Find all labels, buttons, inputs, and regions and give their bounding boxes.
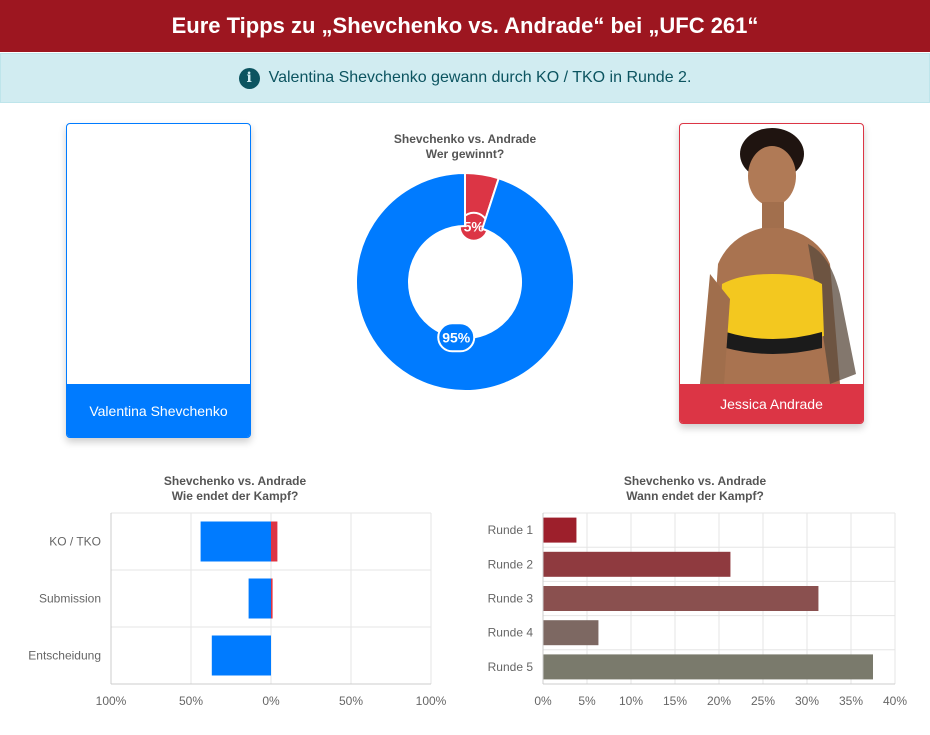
y-category-label: Runde 4 [488,626,534,640]
donut-chart: 5% 95% [355,171,575,392]
y-category-label: Runde 3 [488,592,534,606]
page-header: Eure Tipps zu „Shevchenko vs. Andrade“ b… [0,0,930,52]
x-tick-label: 30% [795,694,819,708]
round-bar [543,586,819,611]
donut-data-label: 95% [442,329,471,345]
donut-title: Shevchenko vs. Andrade [394,132,537,146]
x-tick-label: 100% [416,694,447,708]
x-tick-label: 15% [663,694,687,708]
x-tick-label: 20% [707,694,731,708]
x-tick-label: 10% [619,694,643,708]
x-tick-label: 0% [534,694,552,708]
donut-label-badge [437,322,476,353]
x-tick-label: 35% [839,694,863,708]
y-category-label: KO / TKO [49,535,101,549]
x-tick-label: 0% [262,694,280,708]
round-chart-title: Shevchenko vs. Andrade [624,474,767,488]
fighter-photo [700,128,856,384]
bar-shevchenko [248,578,271,619]
donut-slice [355,171,575,392]
bar-shevchenko [200,521,271,562]
round-bar [543,517,577,543]
result-text: Valentina Shevchenko gewann durch KO / T… [268,69,692,86]
fighter-name-andrade: Jessica Andrade [680,384,863,423]
y-category-label: Runde 5 [488,660,534,674]
x-tick-label: 5% [578,694,596,708]
round-bar [543,654,873,680]
y-category-label: Entscheidung [28,649,101,663]
y-category-label: Runde 2 [488,557,534,571]
round-chart-subtitle: Wann endet der Kampf? [626,489,764,503]
result-alert: i Valentina Shevchenko gewann durch KO /… [0,53,930,103]
method-chart-title: Shevchenko vs. Andrade [164,474,307,488]
fighter-card-shevchenko[interactable]: Valentina Shevchenko [66,123,251,438]
donut-data-label: 5% [464,219,485,235]
method-chart: 100% 50% 0% 50% 100% KO / TKO Submission Entsch… [28,512,447,708]
round-chart: 0% 5% 10% 15% 20% 25% 30% 35% 40% Runde 1 Runde 2 R… [488,512,907,708]
x-tick-label: 25% [751,694,775,708]
x-tick-label: 100% [96,694,127,708]
bar-shevchenko [211,635,271,676]
x-tick-label: 50% [339,694,363,708]
y-category-label: Submission [39,592,101,606]
y-category-label: Runde 1 [488,523,534,537]
donut-subtitle: Wer gewinnt? [426,147,504,161]
round-bar [543,620,599,646]
bar-andrade [271,578,273,619]
bar-andrade [271,521,278,562]
method-chart-subtitle: Wie endet der Kampf? [172,489,299,503]
round-bar [543,551,731,577]
fighter-card-andrade[interactable]: Jessica Andrade [679,123,864,424]
x-tick-label: 40% [883,694,907,708]
fighter-name-shevchenko: Valentina Shevchenko [67,384,250,437]
x-tick-label: 50% [179,694,203,708]
page-title: Eure Tipps zu „Shevchenko vs. Andrade“ b… [171,13,759,38]
info-circle-icon: i [238,67,260,89]
